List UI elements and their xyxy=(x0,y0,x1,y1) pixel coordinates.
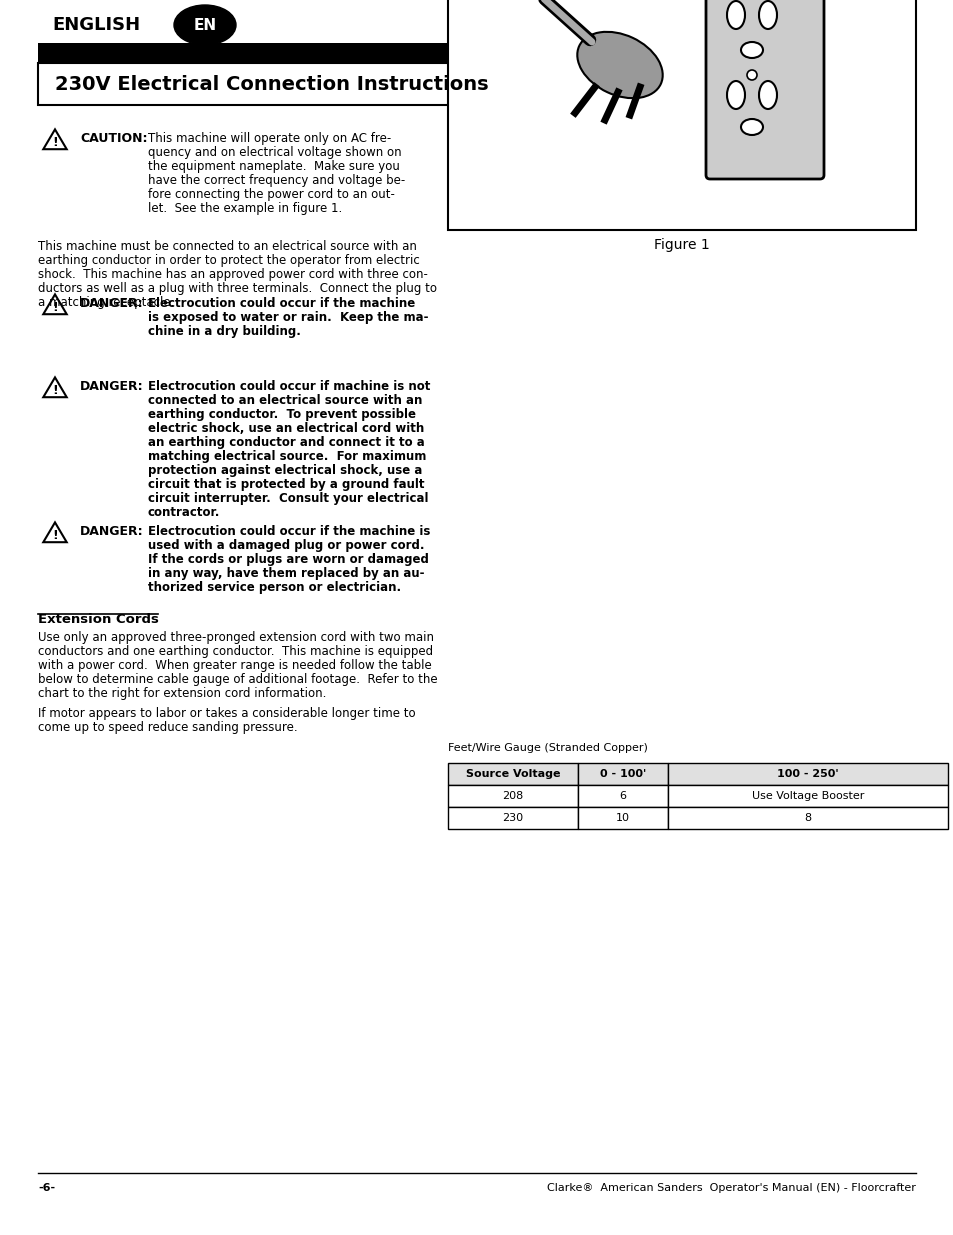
Text: conductors and one earthing conductor.  This machine is equipped: conductors and one earthing conductor. T… xyxy=(38,645,433,658)
Text: 100 - 250': 100 - 250' xyxy=(777,769,838,779)
FancyBboxPatch shape xyxy=(578,785,667,806)
Text: This machine must be connected to an electrical source with an: This machine must be connected to an ele… xyxy=(38,240,416,253)
Text: ENGLISH: ENGLISH xyxy=(52,16,140,35)
Text: chine in a dry building.: chine in a dry building. xyxy=(148,325,300,338)
Text: -6-: -6- xyxy=(38,1183,55,1193)
FancyBboxPatch shape xyxy=(667,806,947,829)
Text: Figure 1: Figure 1 xyxy=(654,238,709,252)
Text: with a power cord.  When greater range is needed follow the table: with a power cord. When greater range is… xyxy=(38,659,432,672)
Ellipse shape xyxy=(759,82,776,109)
Text: Electrocution could occur if the machine is: Electrocution could occur if the machine… xyxy=(148,525,430,538)
Text: !: ! xyxy=(52,384,58,398)
Ellipse shape xyxy=(726,82,744,109)
Ellipse shape xyxy=(746,70,757,80)
Text: 6: 6 xyxy=(618,790,626,802)
Text: is exposed to water or rain.  Keep the ma-: is exposed to water or rain. Keep the ma… xyxy=(148,311,428,324)
Text: Source Voltage: Source Voltage xyxy=(465,769,559,779)
Ellipse shape xyxy=(577,32,662,98)
Ellipse shape xyxy=(173,5,235,44)
Text: the equipment nameplate.  Make sure you: the equipment nameplate. Make sure you xyxy=(148,161,399,173)
Text: 8: 8 xyxy=(803,813,811,823)
Text: used with a damaged plug or power cord.: used with a damaged plug or power cord. xyxy=(148,538,424,552)
Text: Electrocution could occur if machine is not: Electrocution could occur if machine is … xyxy=(148,380,430,393)
Text: have the correct frequency and voltage be-: have the correct frequency and voltage b… xyxy=(148,174,405,186)
Text: 230: 230 xyxy=(502,813,523,823)
FancyBboxPatch shape xyxy=(578,806,667,829)
Text: connected to an electrical source with an: connected to an electrical source with a… xyxy=(148,394,422,408)
Text: This machine will operate only on AC fre-: This machine will operate only on AC fre… xyxy=(148,132,391,144)
Text: ductors as well as a plug with three terminals.  Connect the plug to: ductors as well as a plug with three ter… xyxy=(38,282,436,295)
FancyBboxPatch shape xyxy=(667,763,947,785)
Text: quency and on electrical voltage shown on: quency and on electrical voltage shown o… xyxy=(148,146,401,159)
Text: Clarke®  American Sanders  Operator's Manual (EN) - Floorcrafter: Clarke® American Sanders Operator's Manu… xyxy=(547,1183,915,1193)
Text: electric shock, use an electrical cord with: electric shock, use an electrical cord w… xyxy=(148,422,424,435)
Text: 10: 10 xyxy=(616,813,629,823)
Text: circuit interrupter.  Consult your electrical: circuit interrupter. Consult your electr… xyxy=(148,492,428,505)
FancyBboxPatch shape xyxy=(38,63,488,105)
Text: If motor appears to labor or takes a considerable longer time to: If motor appears to labor or takes a con… xyxy=(38,706,416,720)
Text: contractor.: contractor. xyxy=(148,506,220,519)
Text: chart to the right for extension cord information.: chart to the right for extension cord in… xyxy=(38,687,326,700)
FancyBboxPatch shape xyxy=(448,0,915,230)
Text: below to determine cable gauge of additional footage.  Refer to the: below to determine cable gauge of additi… xyxy=(38,673,437,685)
Text: earthing conductor in order to protect the operator from electric: earthing conductor in order to protect t… xyxy=(38,254,419,267)
Ellipse shape xyxy=(740,42,762,58)
Text: come up to speed reduce sanding pressure.: come up to speed reduce sanding pressure… xyxy=(38,721,297,734)
Text: Feet/Wire Gauge (Stranded Copper): Feet/Wire Gauge (Stranded Copper) xyxy=(448,743,647,753)
Text: DANGER:: DANGER: xyxy=(80,296,144,310)
FancyBboxPatch shape xyxy=(38,43,915,65)
Text: Extension Cords: Extension Cords xyxy=(38,613,159,626)
Text: Use only an approved three-pronged extension cord with two main: Use only an approved three-pronged exten… xyxy=(38,631,434,643)
Text: circuit that is protected by a ground fault: circuit that is protected by a ground fa… xyxy=(148,478,424,492)
Text: !: ! xyxy=(52,136,58,149)
FancyBboxPatch shape xyxy=(578,763,667,785)
Text: !: ! xyxy=(52,301,58,315)
Text: earthing conductor.  To prevent possible: earthing conductor. To prevent possible xyxy=(148,408,416,421)
Text: 0 - 100': 0 - 100' xyxy=(599,769,645,779)
Text: thorized service person or electrician.: thorized service person or electrician. xyxy=(148,580,400,594)
Ellipse shape xyxy=(726,1,744,28)
Text: 230V Electrical Connection Instructions: 230V Electrical Connection Instructions xyxy=(55,74,488,94)
Text: matching electrical source.  For maximum: matching electrical source. For maximum xyxy=(148,450,426,463)
Text: fore connecting the power cord to an out-: fore connecting the power cord to an out… xyxy=(148,188,395,201)
Text: a matching receptacle.: a matching receptacle. xyxy=(38,296,174,309)
Ellipse shape xyxy=(759,1,776,28)
Text: Use Voltage Booster: Use Voltage Booster xyxy=(751,790,863,802)
Text: let.  See the example in figure 1.: let. See the example in figure 1. xyxy=(148,203,342,215)
Text: an earthing conductor and connect it to a: an earthing conductor and connect it to … xyxy=(148,436,424,450)
Text: DANGER:: DANGER: xyxy=(80,380,144,393)
Text: shock.  This machine has an approved power cord with three con-: shock. This machine has an approved powe… xyxy=(38,268,428,282)
Text: in any way, have them replaced by an au-: in any way, have them replaced by an au- xyxy=(148,567,424,580)
FancyBboxPatch shape xyxy=(448,763,578,785)
FancyBboxPatch shape xyxy=(448,806,578,829)
Text: EN: EN xyxy=(193,17,216,32)
Text: Electrocution could occur if the machine: Electrocution could occur if the machine xyxy=(148,296,415,310)
Ellipse shape xyxy=(740,119,762,135)
Text: 208: 208 xyxy=(502,790,523,802)
FancyBboxPatch shape xyxy=(667,785,947,806)
Text: CAUTION:: CAUTION: xyxy=(80,132,148,144)
Text: If the cords or plugs are worn or damaged: If the cords or plugs are worn or damage… xyxy=(148,553,429,566)
FancyBboxPatch shape xyxy=(705,0,823,179)
Text: !: ! xyxy=(52,530,58,542)
Text: DANGER:: DANGER: xyxy=(80,525,144,538)
FancyBboxPatch shape xyxy=(448,785,578,806)
Text: protection against electrical shock, use a: protection against electrical shock, use… xyxy=(148,464,422,477)
